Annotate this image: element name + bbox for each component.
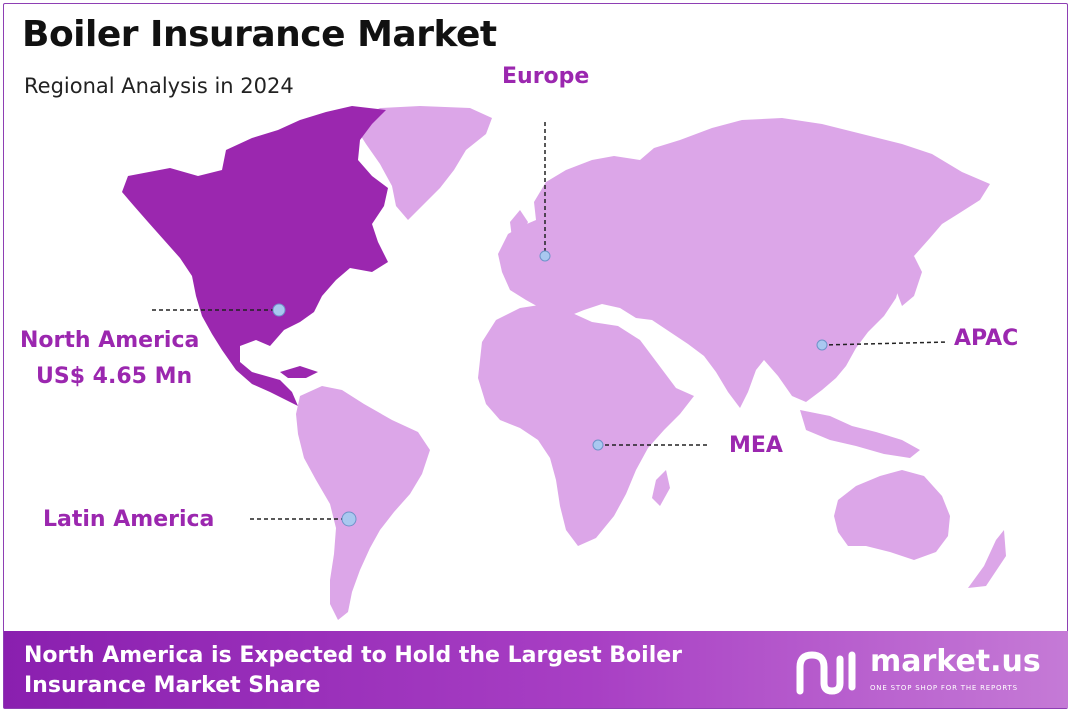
australia-shape [834,470,950,560]
madagascar-shape [652,470,670,506]
apac-leader-line [821,341,949,346]
brand-tagline: ONE STOP SHOP FOR THE REPORTS [870,684,1018,692]
latin-america-label: Latin America [43,507,215,532]
brand-logo: market.us ONE STOP SHOP FOR THE REPORTS [794,641,1054,699]
north-america-value: US$ 4.65 Mn [36,364,193,389]
uk-shape [510,210,528,238]
north-america-shape [122,106,388,406]
outer-frame [3,3,1068,709]
europe-marker [539,250,551,262]
mea-marker [592,439,604,451]
caribbean-shape [280,366,318,378]
eurasia-shape [498,118,990,408]
north-america-marker [272,303,286,317]
footer-banner: North America is Expected to Hold the La… [4,631,1068,708]
new-zealand-shape [968,530,1006,588]
chart-title: Boiler Insurance Market [22,14,497,55]
japan-shape [896,256,922,306]
market-us-logo-icon [796,651,856,695]
chart-subtitle: Regional Analysis in 2024 [24,74,294,98]
latin-america-marker [341,511,357,527]
greenland-shape [352,106,492,220]
world-map [122,106,1006,620]
southeast-asia-islands-shape [800,410,920,458]
brand-name: market.us [870,644,1041,679]
europe-label: Europe [502,64,590,89]
apac-label: APAC [954,326,1019,351]
africa-shape [478,304,694,546]
apac-marker [816,339,828,351]
banner-headline: North America is Expected to Hold the La… [24,643,683,698]
mea-label: MEA [729,433,783,458]
south-america-shape [296,386,430,620]
north-america-label: North America [20,328,200,353]
